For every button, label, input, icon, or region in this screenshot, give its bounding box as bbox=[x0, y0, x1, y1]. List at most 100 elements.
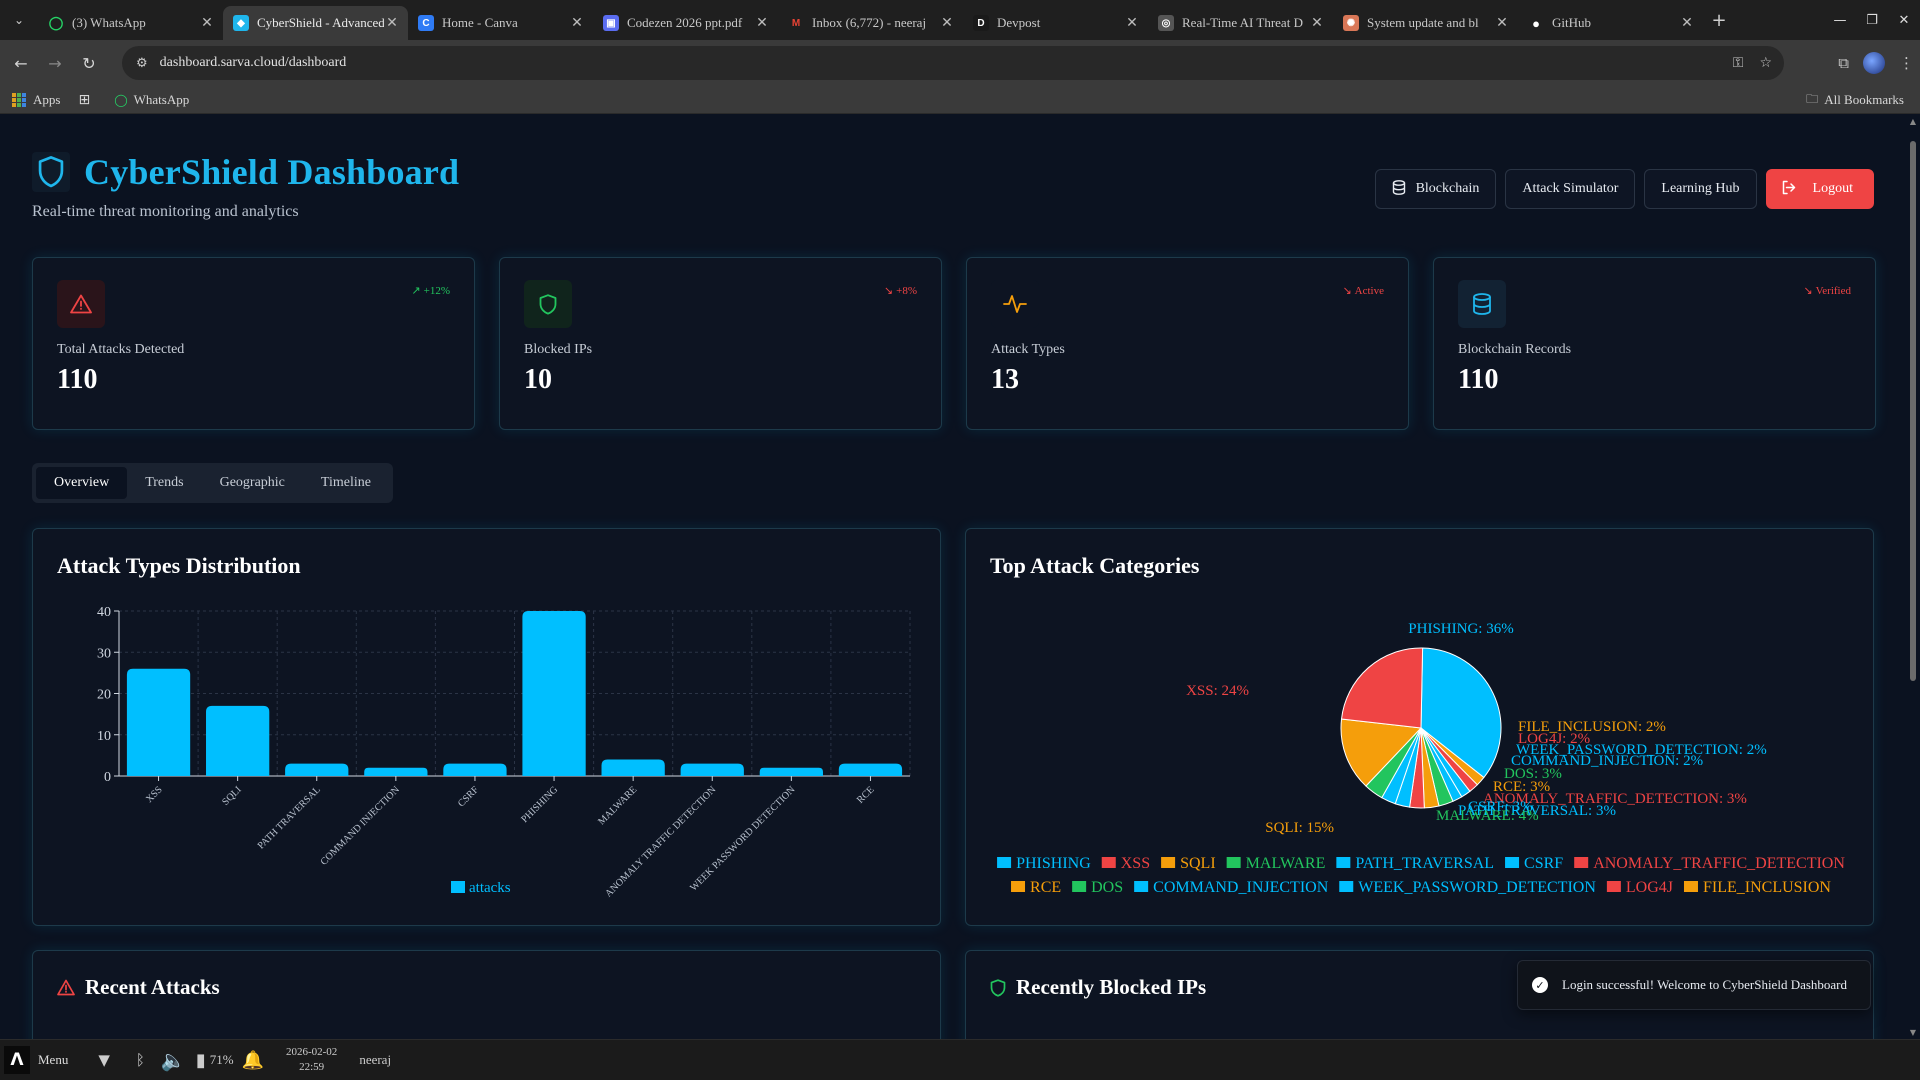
password-key-icon[interactable]: ⚿ bbox=[1732, 55, 1744, 71]
browser-tab[interactable]: C Home - Canva ✕ bbox=[408, 6, 593, 40]
stat-label: Attack Types bbox=[991, 342, 1065, 357]
browser-tab[interactable]: ✺ System update and bl ✕ bbox=[1333, 6, 1518, 40]
volume-icon[interactable]: 🔈 bbox=[160, 1048, 186, 1072]
close-tab-icon[interactable]: ✕ bbox=[756, 15, 768, 31]
start-menu-button[interactable]: Λ Menu bbox=[0, 1046, 68, 1074]
browser-tab[interactable]: ◎ Real-Time AI Threat D ✕ bbox=[1148, 6, 1333, 40]
wifi-icon[interactable]: ▼ bbox=[98, 1051, 110, 1069]
battery-icon[interactable]: ▮ bbox=[195, 1049, 206, 1071]
bar[interactable] bbox=[126, 668, 191, 776]
legend-label[interactable]: COMMAND_INJECTION bbox=[1153, 879, 1329, 896]
back-icon[interactable]: ← bbox=[14, 53, 28, 73]
legend-swatch bbox=[1505, 857, 1520, 868]
bookmark-grid[interactable]: ⊞ bbox=[78, 92, 96, 108]
stat-card: ↘ +8% Blocked IPs 10 bbox=[499, 257, 942, 430]
close-tab-icon[interactable]: ✕ bbox=[386, 15, 398, 31]
url-text[interactable]: dashboard.sarva.cloud/dashboard bbox=[159, 55, 347, 70]
tab-search-chevron-icon[interactable]: ⌄ bbox=[13, 12, 25, 27]
attack-simulator-button[interactable]: Attack Simulator bbox=[1505, 169, 1636, 209]
y-tick-label: 30 bbox=[97, 646, 111, 661]
close-tab-icon[interactable]: ✕ bbox=[941, 15, 953, 31]
legend-label[interactable]: DOS bbox=[1091, 879, 1123, 896]
pie-slice[interactable] bbox=[1340, 718, 1423, 787]
all-bookmarks[interactable]: 🗀 All Bookmarks bbox=[1806, 86, 1904, 114]
logout-icon bbox=[1781, 180, 1797, 199]
toast-message: Login successful! Welcome to CyberShield… bbox=[1562, 977, 1848, 992]
bookmark-apps[interactable]: Apps bbox=[12, 92, 60, 108]
bar[interactable] bbox=[364, 767, 428, 776]
browser-tab[interactable]: ▣ Codezen 2026 ppt.pdf ✕ bbox=[593, 6, 778, 40]
x-tick-label: PATH TRAVERSAL bbox=[256, 784, 323, 851]
browser-tab[interactable]: M Inbox (6,772) - neeraj ✕ bbox=[778, 6, 963, 40]
pie-slice-label: DOS: 3% bbox=[1504, 766, 1562, 782]
tab-overview[interactable]: Overview bbox=[36, 467, 128, 499]
tab-timeline[interactable]: Timeline bbox=[320, 475, 371, 490]
legend-label[interactable]: PATH_TRAVERSAL bbox=[1355, 855, 1494, 872]
extensions-icon[interactable]: ⧉ bbox=[1838, 54, 1849, 72]
os-taskbar: Λ Menu ▼ ᛒ 🔈 ▮ 71% 🔔 2026-02-02 22:59 ne… bbox=[0, 1039, 1920, 1080]
browser-menu-icon[interactable]: ⋮ bbox=[1899, 54, 1914, 72]
scroll-down-icon[interactable]: ▼ bbox=[1909, 1028, 1917, 1037]
trend-down-icon: ↘ bbox=[1803, 284, 1813, 297]
blocked-ips-title: Recently Blocked IPs bbox=[1016, 975, 1207, 999]
bar-chart-title: Attack Types Distribution bbox=[57, 553, 301, 578]
legend-label[interactable]: PHISHING bbox=[1016, 855, 1091, 872]
bar[interactable] bbox=[601, 759, 665, 777]
legend-label[interactable]: ANOMALY_TRAFFIC_DETECTION bbox=[1593, 855, 1845, 872]
legend-label[interactable]: XSS bbox=[1121, 855, 1150, 872]
bookmark-whatsapp[interactable]: ◯ WhatsApp bbox=[114, 91, 190, 107]
legend-label[interactable]: FILE_INCLUSION bbox=[1703, 879, 1831, 896]
bar[interactable] bbox=[285, 763, 349, 776]
legend-label[interactable]: MALWARE bbox=[1246, 855, 1326, 872]
bar[interactable] bbox=[680, 763, 744, 776]
forward-icon[interactable]: → bbox=[48, 53, 62, 73]
dashboard-page: CyberShield Dashboard Real-time threat m… bbox=[0, 115, 1920, 1039]
site-info-icon[interactable]: ⚙ bbox=[136, 55, 148, 71]
address-bar[interactable]: ⚙ dashboard.sarva.cloud/dashboard ⚿ ☆ bbox=[122, 46, 1784, 80]
legend-label[interactable]: WEEK_PASSWORD_DETECTION bbox=[1358, 879, 1596, 896]
tab-strip: ⌄ ◯ (3) WhatsApp ✕ ◆ CyberShield - Advanced ✕… bbox=[0, 0, 1920, 40]
close-tab-icon[interactable]: ✕ bbox=[571, 15, 583, 31]
notification-bell-icon[interactable]: 🔔 bbox=[241, 1049, 264, 1071]
close-tab-icon[interactable]: ✕ bbox=[1681, 15, 1693, 31]
close-window-icon[interactable]: ✕ bbox=[1898, 12, 1910, 28]
clock[interactable]: 2026-02-02 22:59 bbox=[285, 1046, 338, 1073]
browser-tab[interactable]: ◯ (3) WhatsApp ✕ bbox=[38, 6, 223, 40]
recent-attacks-panel: Recent Attacks bbox=[32, 950, 941, 1039]
scroll-up-icon[interactable]: ▲ bbox=[1909, 117, 1917, 126]
legend-label[interactable]: RCE bbox=[1030, 879, 1061, 896]
tab-trends[interactable]: Trends bbox=[145, 475, 184, 490]
blockchain-button[interactable]: Blockchain bbox=[1374, 169, 1497, 209]
bar[interactable] bbox=[759, 767, 823, 776]
new-tab-button[interactable]: + bbox=[1711, 9, 1727, 31]
learning-hub-button[interactable]: Learning Hub bbox=[1644, 169, 1757, 209]
bar[interactable] bbox=[206, 705, 270, 776]
close-tab-icon[interactable]: ✕ bbox=[201, 15, 213, 31]
pie-slice[interactable] bbox=[1340, 647, 1424, 729]
minimize-icon[interactable]: — bbox=[1833, 12, 1847, 28]
browser-tab[interactable]: D Devpost ✕ bbox=[963, 6, 1148, 40]
close-tab-icon[interactable]: ✕ bbox=[1496, 15, 1508, 31]
legend-label[interactable]: LOG4J bbox=[1626, 879, 1673, 896]
bar[interactable] bbox=[443, 763, 507, 776]
legend-label[interactable]: SQLI bbox=[1180, 855, 1216, 872]
pie-slice[interactable] bbox=[1420, 647, 1502, 779]
bar[interactable] bbox=[522, 611, 586, 776]
pie-chart-title: Top Attack Categories bbox=[990, 553, 1200, 578]
profile-avatar[interactable] bbox=[1863, 52, 1885, 74]
bar[interactable] bbox=[838, 763, 903, 776]
bookmark-star-icon[interactable]: ☆ bbox=[1759, 55, 1772, 71]
close-tab-icon[interactable]: ✕ bbox=[1126, 15, 1138, 31]
reload-icon[interactable]: ↻ bbox=[82, 53, 96, 73]
browser-tab[interactable]: ● GitHub ✕ bbox=[1518, 6, 1703, 40]
close-tab-icon[interactable]: ✕ bbox=[1311, 15, 1323, 31]
page-scrollbar[interactable]: ▲ ▼ bbox=[1906, 115, 1920, 1039]
restore-icon[interactable]: ❐ bbox=[1866, 12, 1878, 28]
browser-tab[interactable]: ◆ CyberShield - Advanced ✕ bbox=[223, 6, 408, 40]
stat-card: ↘ Verified Blockchain Records 110 bbox=[1433, 257, 1876, 430]
bluetooth-icon[interactable]: ᛒ bbox=[135, 1051, 145, 1069]
logout-button[interactable]: Logout bbox=[1765, 169, 1874, 209]
legend-label[interactable]: CSRF bbox=[1524, 855, 1563, 872]
scroll-thumb[interactable] bbox=[1910, 141, 1916, 681]
tab-geographic[interactable]: Geographic bbox=[219, 475, 285, 490]
